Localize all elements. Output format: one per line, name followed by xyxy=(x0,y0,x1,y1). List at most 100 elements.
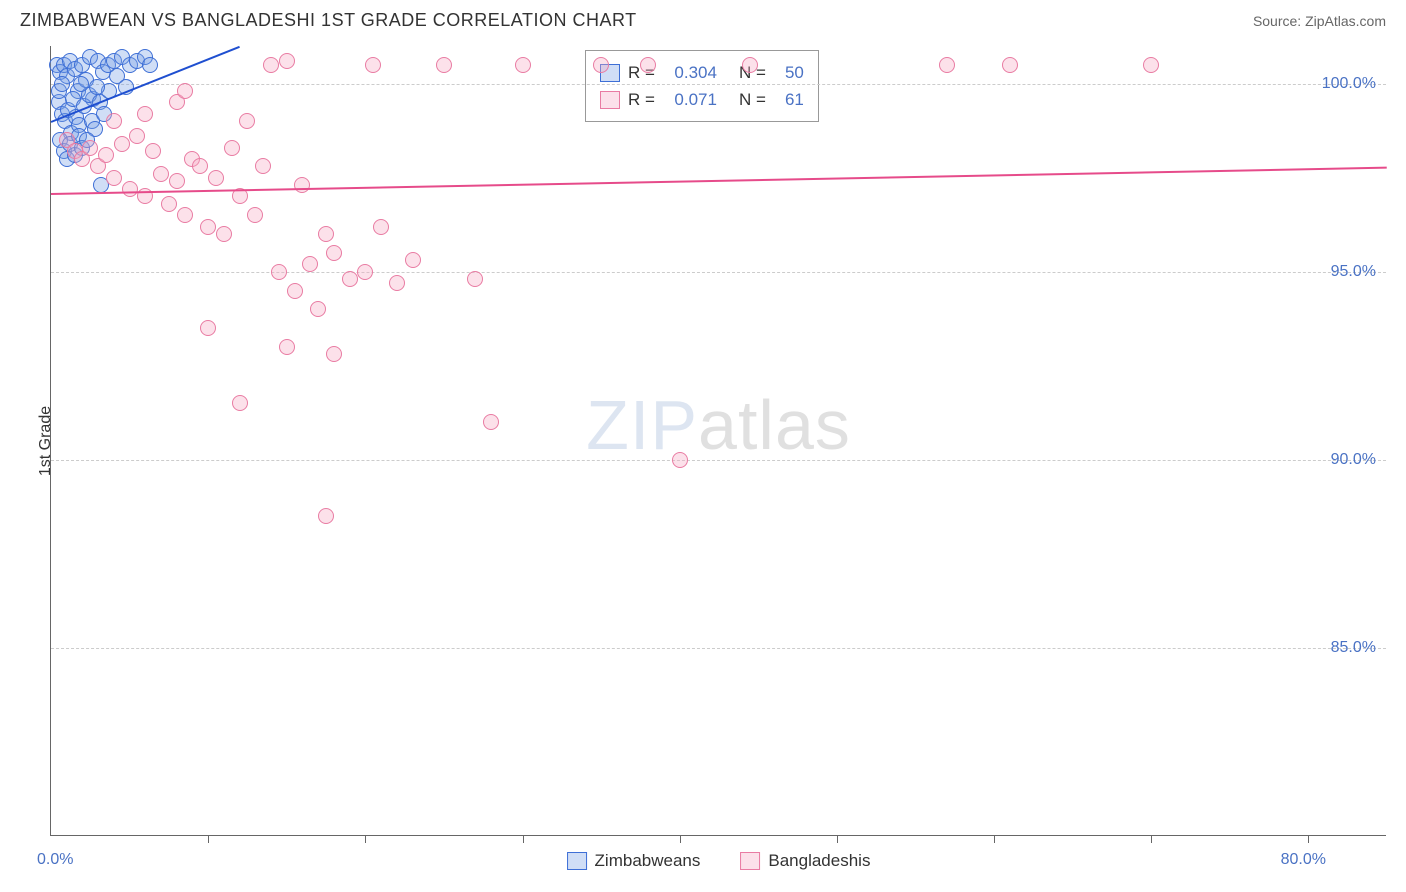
scatter-point xyxy=(129,128,145,144)
chart-header: ZIMBABWEAN VS BANGLADESHI 1ST GRADE CORR… xyxy=(0,0,1406,36)
scatter-point xyxy=(436,57,452,73)
scatter-point xyxy=(145,143,161,159)
scatter-point xyxy=(302,256,318,272)
y-tick-label: 95.0% xyxy=(1331,263,1376,281)
chart-title: ZIMBABWEAN VS BANGLADESHI 1ST GRADE CORR… xyxy=(20,10,637,31)
x-tick-mark xyxy=(837,835,838,843)
scatter-point xyxy=(177,83,193,99)
y-tick-label: 85.0% xyxy=(1331,639,1376,657)
scatter-point xyxy=(89,79,105,95)
scatter-point xyxy=(255,158,271,174)
scatter-point xyxy=(742,57,758,73)
watermark-atlas: atlas xyxy=(698,386,851,464)
scatter-point xyxy=(200,320,216,336)
legend-n-label: N = xyxy=(739,86,766,113)
scatter-point xyxy=(405,252,421,268)
scatter-point xyxy=(326,245,342,261)
scatter-point xyxy=(73,76,89,92)
y-gridline xyxy=(51,272,1386,273)
scatter-point xyxy=(106,113,122,129)
scatter-point xyxy=(114,136,130,152)
x-tick-mark xyxy=(1308,835,1309,843)
scatter-point xyxy=(247,207,263,223)
legend-n-value: 50 xyxy=(774,59,804,86)
legend-item: Bangladeshis xyxy=(740,851,870,871)
scatter-point xyxy=(326,346,342,362)
scatter-point xyxy=(169,173,185,189)
scatter-point xyxy=(239,113,255,129)
chart-plot-area: 1st Grade ZIPatlas 0.0% 80.0% R =0.304N … xyxy=(50,46,1386,836)
scatter-point xyxy=(279,339,295,355)
scatter-point xyxy=(216,226,232,242)
legend-item: Zimbabweans xyxy=(567,851,701,871)
x-tick-mark xyxy=(680,835,681,843)
scatter-point xyxy=(271,264,287,280)
scatter-point xyxy=(593,57,609,73)
scatter-point xyxy=(515,57,531,73)
scatter-point xyxy=(287,283,303,299)
x-tick-mark xyxy=(994,835,995,843)
scatter-point xyxy=(153,166,169,182)
scatter-point xyxy=(318,226,334,242)
scatter-point xyxy=(1143,57,1159,73)
x-tick-mark xyxy=(1151,835,1152,843)
x-tick-mark xyxy=(365,835,366,843)
legend-series-name: Zimbabweans xyxy=(595,851,701,871)
legend-r-value: 0.304 xyxy=(663,59,717,86)
watermark: ZIPatlas xyxy=(586,385,851,465)
scatter-point xyxy=(98,147,114,163)
y-axis-title: 1st Grade xyxy=(37,405,55,475)
scatter-point xyxy=(192,158,208,174)
legend-n-value: 61 xyxy=(774,86,804,113)
x-tick-mark xyxy=(523,835,524,843)
scatter-point xyxy=(137,106,153,122)
y-tick-label: 90.0% xyxy=(1331,451,1376,469)
scatter-point xyxy=(263,57,279,73)
x-axis-max-label: 80.0% xyxy=(1281,851,1326,869)
x-tick-mark xyxy=(208,835,209,843)
scatter-point xyxy=(373,219,389,235)
legend-swatch xyxy=(567,852,587,870)
scatter-point xyxy=(54,76,70,92)
scatter-point xyxy=(106,170,122,186)
scatter-point xyxy=(310,301,326,317)
scatter-point xyxy=(122,181,138,197)
legend-r-value: 0.071 xyxy=(663,86,717,113)
stats-legend-row: R =0.304N =50 xyxy=(600,59,804,86)
scatter-point xyxy=(357,264,373,280)
trend-line xyxy=(51,166,1387,194)
stats-legend-row: R = 0.071 N = 61 xyxy=(600,86,804,113)
scatter-point xyxy=(161,196,177,212)
scatter-point xyxy=(224,140,240,156)
legend-swatch xyxy=(740,852,760,870)
y-gridline xyxy=(51,648,1386,649)
scatter-point xyxy=(389,275,405,291)
scatter-point xyxy=(365,57,381,73)
scatter-point xyxy=(279,53,295,69)
scatter-point xyxy=(1002,57,1018,73)
scatter-point xyxy=(467,271,483,287)
scatter-point xyxy=(483,414,499,430)
scatter-point xyxy=(82,140,98,156)
legend-series-name: Bangladeshis xyxy=(768,851,870,871)
x-axis-min-label: 0.0% xyxy=(37,851,73,869)
scatter-point xyxy=(342,271,358,287)
scatter-point xyxy=(177,207,193,223)
legend-swatch xyxy=(600,91,620,109)
series-legend: Zimbabweans Bangladeshis xyxy=(567,851,871,871)
y-gridline xyxy=(51,460,1386,461)
scatter-point xyxy=(318,508,334,524)
chart-source: Source: ZipAtlas.com xyxy=(1253,13,1386,29)
scatter-point xyxy=(294,177,310,193)
scatter-point xyxy=(939,57,955,73)
scatter-point xyxy=(208,170,224,186)
scatter-point xyxy=(640,57,656,73)
legend-r-label: R = xyxy=(628,86,655,113)
y-gridline xyxy=(51,84,1386,85)
scatter-point xyxy=(232,395,248,411)
scatter-point xyxy=(672,452,688,468)
y-tick-label: 100.0% xyxy=(1322,75,1376,93)
scatter-point xyxy=(200,219,216,235)
stats-legend-box: R =0.304N =50R = 0.071 N = 61 xyxy=(585,50,819,122)
scatter-point xyxy=(142,57,158,73)
